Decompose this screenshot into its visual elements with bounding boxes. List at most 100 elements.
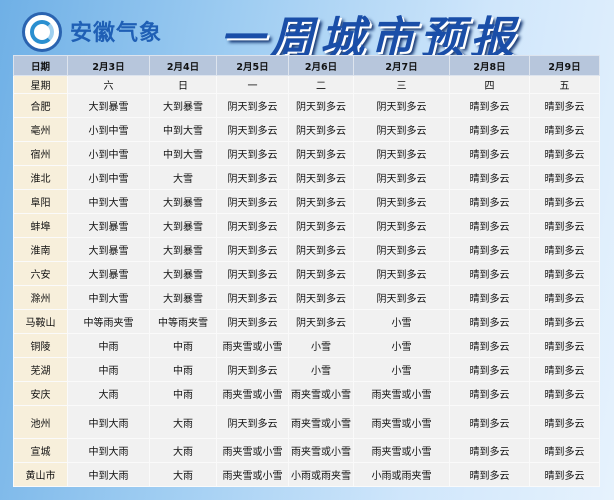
forecast-cell: 阴天到多云 [288,261,354,286]
forecast-cell: 中到大雪 [67,285,150,310]
forecast-cell: 晴到多云 [449,462,530,487]
forecast-cell: 晴到多云 [529,165,600,190]
forecast-cell: 阴天到多云 [288,141,354,166]
forecast-cell: 大到暴雪 [149,261,217,286]
forecast-cell: 中到大雪 [149,141,217,166]
date-cell: 2月8日 [449,55,530,76]
forecast-cell: 大到暴雪 [149,285,217,310]
forecast-cell: 大到暴雪 [149,189,217,214]
forecast-cell: 小到中雪 [67,141,150,166]
weekly-forecast-table: 日期 2月3日 2月4日 2月5日 2月6日 2月7日 2月8日 2月9日 星期六日一二三四五合… [13,55,600,487]
forecast-cell: 阴天到多云 [288,285,354,310]
forecast-cell: 中雨 [149,357,217,382]
forecast-cell: 阴天到多云 [288,117,354,142]
table-row: 宿州 小到中雪 中到大雪 阴天到多云 阴天到多云 阴天到多云 晴到多云 晴到多云 [13,141,600,166]
forecast-cell: 晴到多云 [529,141,600,166]
forecast-cell: 中等雨夹雪 [67,309,150,334]
forecast-cell: 晴到多云 [449,213,530,238]
forecast-cell: 小雪 [353,309,450,334]
forecast-cell: 中到大雨 [67,462,150,487]
table-row: 铜陵 中雨 中雨 雨夹雪或小雪 小雪 小雪 晴到多云 晴到多云 [13,333,600,358]
forecast-cell: 晴到多云 [449,438,530,463]
weekday-cell: 四 [449,75,530,94]
forecast-cell: 大雨 [67,381,150,406]
forecast-cell: 中到大雨 [67,438,150,463]
forecast-cell: 雨夹雪或小雪 [288,438,354,463]
forecast-cell: 大到暴雪 [149,93,217,118]
date-cell: 2月6日 [288,55,354,76]
forecast-cell: 晴到多云 [529,333,600,358]
forecast-cell: 大雪 [149,165,217,190]
forecast-cell: 阴天到多云 [216,237,289,262]
forecast-cell: 阴天到多云 [216,357,289,382]
city-name: 阜阳 [13,189,68,214]
forecast-cell: 雨夹雪或小雪 [288,381,354,406]
forecast-cell: 阴天到多云 [216,141,289,166]
table-row: 蚌埠 大到暴雪 大到暴雪 阴天到多云 阴天到多云 阴天到多云 晴到多云 晴到多云 [13,213,600,238]
table-row: 淮北 小到中雪 大雪 阴天到多云 阴天到多云 阴天到多云 晴到多云 晴到多云 [13,165,600,190]
forecast-cell: 中雨 [149,333,217,358]
forecast-cell: 小雨或雨夹雪 [288,462,354,487]
weekday-cell: 五 [529,75,600,94]
forecast-cell: 大雨 [149,405,217,439]
forecast-cell: 中雨 [149,381,217,406]
weekday-row: 星期六日一二三四五 [13,75,600,94]
forecast-cell: 晴到多云 [449,165,530,190]
forecast-cell: 晴到多云 [529,309,600,334]
forecast-cell: 晴到多云 [449,189,530,214]
weekday-cell: 三 [353,75,450,94]
forecast-cell: 阴天到多云 [288,189,354,214]
forecast-cell: 大到暴雪 [67,237,150,262]
forecast-cell: 中等雨夹雪 [149,309,217,334]
brand-name: 安徽气象 [70,20,163,46]
forecast-cell: 小到中雪 [67,165,150,190]
city-name: 蚌埠 [13,213,68,238]
forecast-cell: 阴天到多云 [216,261,289,286]
weekday-cell: 二 [288,75,354,94]
city-name: 合肥 [13,93,68,118]
forecast-cell: 晴到多云 [449,237,530,262]
forecast-cell: 小雪 [353,333,450,358]
table-row: 滁州 中到大雪 大到暴雪 阴天到多云 阴天到多云 阴天到多云 晴到多云 晴到多云 [13,285,600,310]
city-name: 淮南 [13,237,68,262]
forecast-cell: 中雨 [67,357,150,382]
forecast-cell: 阴天到多云 [353,165,450,190]
forecast-cell: 晴到多云 [449,261,530,286]
forecast-cell: 晴到多云 [529,357,600,382]
forecast-cell: 阴天到多云 [216,93,289,118]
forecast-cell: 阴天到多云 [288,237,354,262]
forecast-cell: 晴到多云 [449,357,530,382]
forecast-cell: 小雪 [288,333,354,358]
forecast-cell: 雨夹雪或小雪 [216,333,289,358]
forecast-cell: 晴到多云 [449,285,530,310]
city-name: 安庆 [13,381,68,406]
table-row: 黄山市 中到大雨 大雨 雨夹雪或小雪 小雨或雨夹雪 小雨或雨夹雪 晴到多云 晴到多云 [13,462,600,487]
table-row: 宣城 中到大雨 大雨 雨夹雪或小雪 雨夹雪或小雪 雨夹雪或小雪 晴到多云 晴到多云 [13,438,600,463]
forecast-cell: 雨夹雪或小雪 [353,381,450,406]
table-row: 马鞍山 中等雨夹雪 中等雨夹雪 阴天到多云 阴天到多云 小雪 晴到多云 晴到多云 [13,309,600,334]
forecast-cell: 小到中雪 [67,117,150,142]
date-cell: 2月7日 [353,55,450,76]
city-name: 池州 [13,405,68,439]
forecast-cell: 雨夹雪或小雪 [216,438,289,463]
forecast-cell: 小雪 [353,357,450,382]
city-name: 黄山市 [13,462,68,487]
forecast-cell: 晴到多云 [449,333,530,358]
city-name: 芜湖 [13,357,68,382]
forecast-cell: 雨夹雪或小雪 [288,405,354,439]
forecast-cell: 阴天到多云 [216,309,289,334]
forecast-cell: 阴天到多云 [288,93,354,118]
weekday-label: 星期 [13,75,68,94]
forecast-cell: 晴到多云 [529,237,600,262]
forecast-cell: 阴天到多云 [353,189,450,214]
forecast-cell: 小雪 [288,357,354,382]
forecast-cell: 雨夹雪或小雪 [216,462,289,487]
forecast-cell: 中雨 [67,333,150,358]
forecast-cell: 阴天到多云 [353,213,450,238]
city-name: 铜陵 [13,333,68,358]
city-name: 宿州 [13,141,68,166]
forecast-cell: 阴天到多云 [216,165,289,190]
forecast-cell: 阴天到多云 [353,237,450,262]
table-row: 淮南 大到暴雪 大到暴雪 阴天到多云 阴天到多云 阴天到多云 晴到多云 晴到多云 [13,237,600,262]
date-cell: 2月5日 [216,55,289,76]
